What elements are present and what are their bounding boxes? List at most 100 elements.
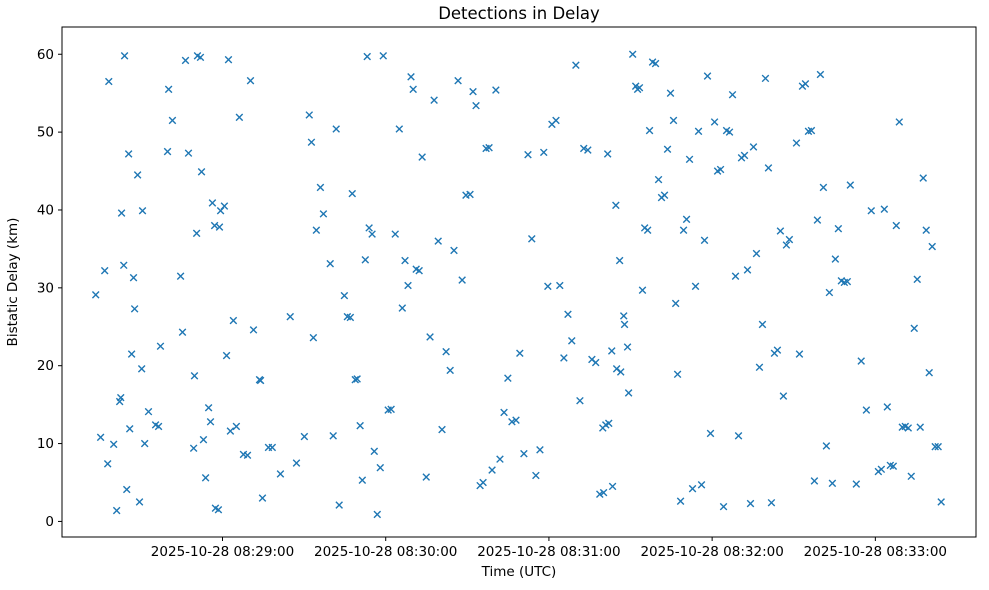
data-point-marker [816,70,825,79]
data-point-marker [660,191,669,199]
data-point-marker [395,125,404,133]
data-point-marker [516,349,524,358]
data-point-marker [679,226,688,235]
data-point-marker [496,455,504,463]
data-point-marker [682,215,691,224]
data-point-marker [307,138,316,147]
x-tick-label: 2025-10-28 08:32:00 [640,544,783,560]
data-point-marker [532,471,540,480]
data-point-marker [192,229,201,238]
data-point-marker [734,431,743,440]
data-point-marker [731,272,740,280]
data-point-marker [164,85,173,94]
data-point-marker [728,90,737,99]
data-point-marker [916,423,925,432]
y-tick-label: 50 [37,125,54,141]
data-point-marker [576,396,584,405]
data-point-marker [813,216,822,224]
data-point-marker [669,116,678,125]
data-point-marker [373,510,382,519]
data-point-marker [235,113,244,122]
y-tick-label: 40 [37,202,54,218]
data-point-marker [387,405,395,414]
data-point-marker [825,288,834,297]
data-point-marker [368,230,376,238]
data-point-marker [276,470,285,478]
data-point-marker [654,175,663,184]
data-point-marker [792,139,801,147]
data-point-marker [934,442,942,451]
data-point-marker [309,333,318,342]
data-point-marker [116,393,125,402]
data-point-marker [671,299,680,308]
data-point-marker [329,431,338,440]
data-point-marker [619,312,628,320]
data-point-marker [673,370,682,379]
data-point-marker [391,230,400,238]
data-point-marker [862,406,871,414]
data-point-marker [415,266,423,275]
data-point-marker [706,429,715,438]
data-point-marker [398,304,407,312]
data-point-marker [584,146,592,154]
data-point-marker [651,59,660,68]
data-point-marker [635,83,644,92]
data-point-marker [130,305,139,313]
data-point-marker [591,358,600,367]
data-point-marker [300,432,309,441]
data-point-marker [892,221,901,230]
data-point-marker [140,439,149,448]
data-point-marker [214,505,223,514]
data-point-marker [828,479,837,488]
plot-frame-layer [61,26,977,538]
data-point-marker [889,462,898,470]
data-point-marker [846,181,855,189]
data-point-marker [232,422,241,431]
data-point-marker [512,416,520,425]
data-point-marker [206,417,215,426]
data-point-marker [458,276,466,284]
data-point-marker [556,281,564,290]
y-tick-label: 10 [37,436,54,452]
data-point-marker [628,50,637,59]
data-point-marker [133,171,142,179]
data-point-marker [125,424,134,433]
data-point-marker [117,209,126,217]
data-point-marker [643,226,652,235]
data-point-marker [246,76,255,85]
data-point-marker [363,52,372,61]
data-point-marker [154,422,163,431]
data-point-marker [688,484,697,493]
data-point-marker [767,498,776,507]
data-point-marker [222,351,231,360]
data-point-marker [178,328,187,337]
data-point-marker [663,145,672,154]
data-point-marker [831,255,840,263]
data-point-marker [612,201,620,210]
data-point-marker [119,261,128,270]
data-point-marker [801,80,810,88]
data-point-marker [442,347,450,356]
data-point-marker [401,256,409,265]
data-point-marker [834,224,843,233]
x-tick-label: 2025-10-28 08:33:00 [804,544,947,560]
data-point-marker [96,433,105,442]
data-point-marker [104,77,113,86]
data-point-marker [740,151,749,160]
data-point-marker [560,354,568,362]
data-point-marker [208,199,217,207]
data-point-marker [676,497,685,505]
data-point-marker [249,326,258,334]
data-point-marker [434,237,443,245]
data-point-marker [409,85,417,94]
data-point-marker [351,375,360,384]
data-point-marker [931,442,939,451]
data-point-marker [422,473,431,481]
data-point-marker [197,168,206,176]
data-point-marker [807,126,816,135]
data-point-marker [904,424,913,432]
data-point-marker [210,221,219,230]
data-point-marker [785,235,794,244]
data-point-marker [312,226,321,235]
